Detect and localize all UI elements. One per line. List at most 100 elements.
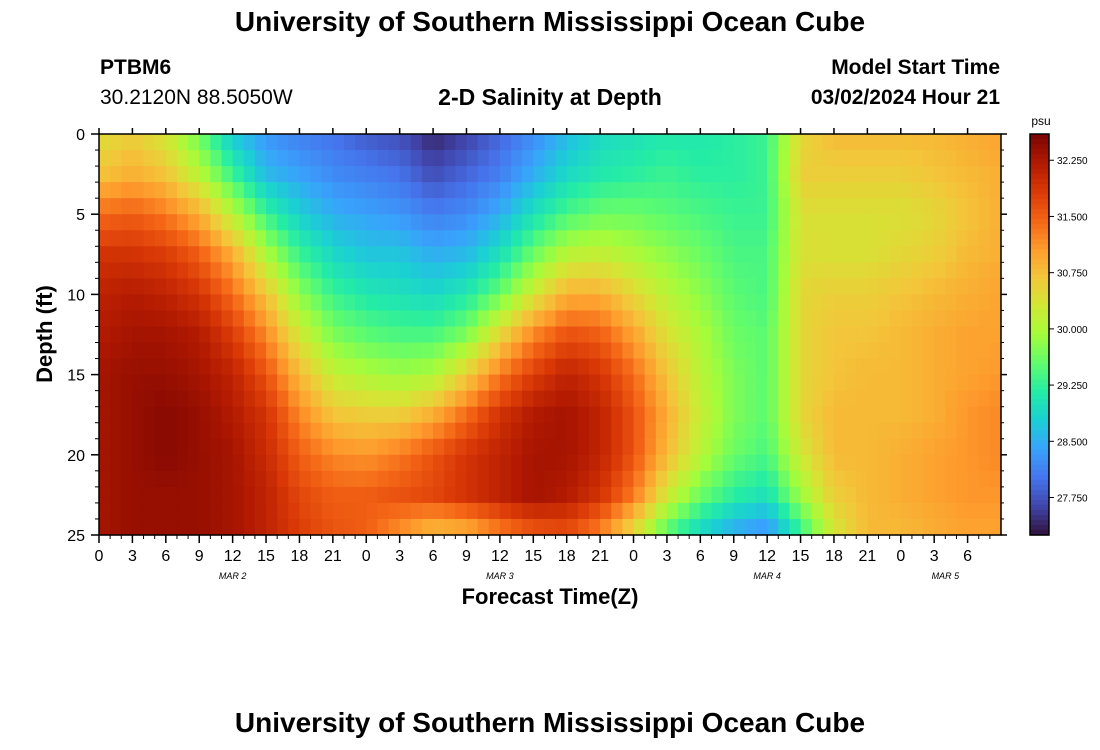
heatmap-cell: [477, 342, 490, 360]
heatmap-cell: [588, 358, 601, 376]
heatmap-cell: [343, 198, 356, 215]
heatmap-cell: [165, 310, 178, 328]
heatmap-cell: [522, 246, 534, 263]
heatmap-cell: [989, 134, 1002, 151]
heatmap-cell: [555, 182, 568, 199]
heatmap-cell: [711, 310, 724, 328]
heatmap-cell: [221, 230, 234, 247]
heatmap-cell: [444, 358, 456, 376]
heatmap-cell: [176, 486, 189, 504]
heatmap-cell: [733, 150, 746, 167]
heatmap-cell: [210, 518, 223, 536]
heatmap-cell: [600, 134, 612, 151]
heatmap-cell: [533, 278, 546, 295]
colorbar-segment: [1030, 329, 1049, 336]
heatmap-cell: [666, 230, 679, 247]
heatmap-cell: [310, 150, 323, 167]
heatmap-cell: [733, 438, 746, 456]
heatmap-cell: [633, 310, 646, 328]
heatmap-cell: [967, 166, 980, 183]
heatmap-cell: [511, 438, 523, 456]
heatmap-cell: [666, 278, 679, 295]
heatmap-cell: [700, 182, 713, 199]
heatmap-cell: [967, 406, 980, 424]
heatmap-cell: [421, 198, 434, 215]
heatmap-cell: [321, 374, 334, 392]
heatmap-cell: [377, 486, 390, 504]
heatmap-cell: [332, 486, 345, 504]
heatmap-cell: [388, 262, 401, 279]
heatmap-cell: [522, 310, 534, 328]
heatmap-cell: [967, 470, 980, 488]
heatmap-cell: [444, 374, 456, 392]
colorbar-segment: [1030, 219, 1049, 225]
heatmap-cell: [132, 390, 145, 408]
heatmap-cell: [878, 310, 891, 328]
heatmap-cell: [310, 470, 323, 488]
heatmap-cell: [822, 406, 835, 424]
heatmap-cell: [488, 278, 501, 295]
heatmap-cell: [321, 422, 334, 440]
heatmap-cell: [778, 518, 791, 536]
heatmap-cell: [188, 134, 200, 151]
heatmap-cell: [165, 230, 178, 247]
heatmap-cell: [388, 406, 401, 424]
heatmap-cell: [566, 502, 579, 520]
heatmap-cell: [221, 486, 234, 504]
heatmap-cell: [199, 230, 211, 247]
heatmap-cell: [288, 278, 301, 295]
heatmap-cell: [544, 166, 557, 183]
heatmap-cell: [967, 182, 980, 199]
x-tick-label: 3: [662, 548, 671, 565]
heatmap-cell: [533, 294, 546, 312]
heatmap-cell: [288, 438, 301, 456]
heatmap-cell: [588, 374, 601, 392]
heatmap-cell: [221, 182, 234, 199]
heatmap-cell: [254, 406, 267, 424]
heatmap-cell: [945, 246, 958, 263]
heatmap-cell: [321, 326, 334, 344]
heatmap-cell: [154, 262, 167, 279]
heatmap-cell: [845, 454, 857, 472]
heatmap-cell: [176, 422, 189, 440]
heatmap-cell: [611, 326, 623, 344]
heatmap-cell: [165, 134, 178, 151]
heatmap-cell: [110, 326, 122, 344]
heatmap-cell: [911, 390, 924, 408]
heatmap-cell: [756, 502, 768, 520]
heatmap-cell: [911, 310, 924, 328]
heatmap-cell: [544, 150, 557, 167]
heatmap-cell: [444, 406, 456, 424]
heatmap-cell: [299, 310, 312, 328]
heatmap-cell: [811, 230, 824, 247]
heatmap-cell: [588, 150, 601, 167]
heatmap-cell: [655, 342, 668, 360]
heatmap-cell: [967, 390, 980, 408]
heatmap-cell: [889, 486, 902, 504]
heatmap-cell: [399, 278, 412, 295]
heatmap-cell: [343, 214, 356, 231]
heatmap-cell: [254, 166, 267, 183]
heatmap-cell: [811, 150, 824, 167]
heatmap-cell: [254, 358, 267, 376]
heatmap-cell: [299, 406, 312, 424]
heatmap-cell: [577, 262, 590, 279]
heatmap-cell: [678, 502, 690, 520]
heatmap-cell: [733, 214, 746, 231]
heatmap-cell: [945, 438, 958, 456]
heatmap-cell: [856, 278, 868, 295]
heatmap-cell: [789, 422, 802, 440]
heatmap-cell: [410, 502, 423, 520]
heatmap-cell: [989, 518, 1002, 536]
heatmap-cell: [210, 422, 223, 440]
heatmap-cell: [666, 438, 679, 456]
heatmap-cell: [811, 166, 824, 183]
heatmap-cell: [121, 422, 134, 440]
heatmap-cell: [600, 150, 612, 167]
heatmap-cell: [433, 278, 445, 295]
heatmap-cell: [499, 230, 512, 247]
heatmap-cell: [243, 470, 256, 488]
heatmap-cell: [488, 454, 501, 472]
heatmap-cell: [544, 470, 557, 488]
